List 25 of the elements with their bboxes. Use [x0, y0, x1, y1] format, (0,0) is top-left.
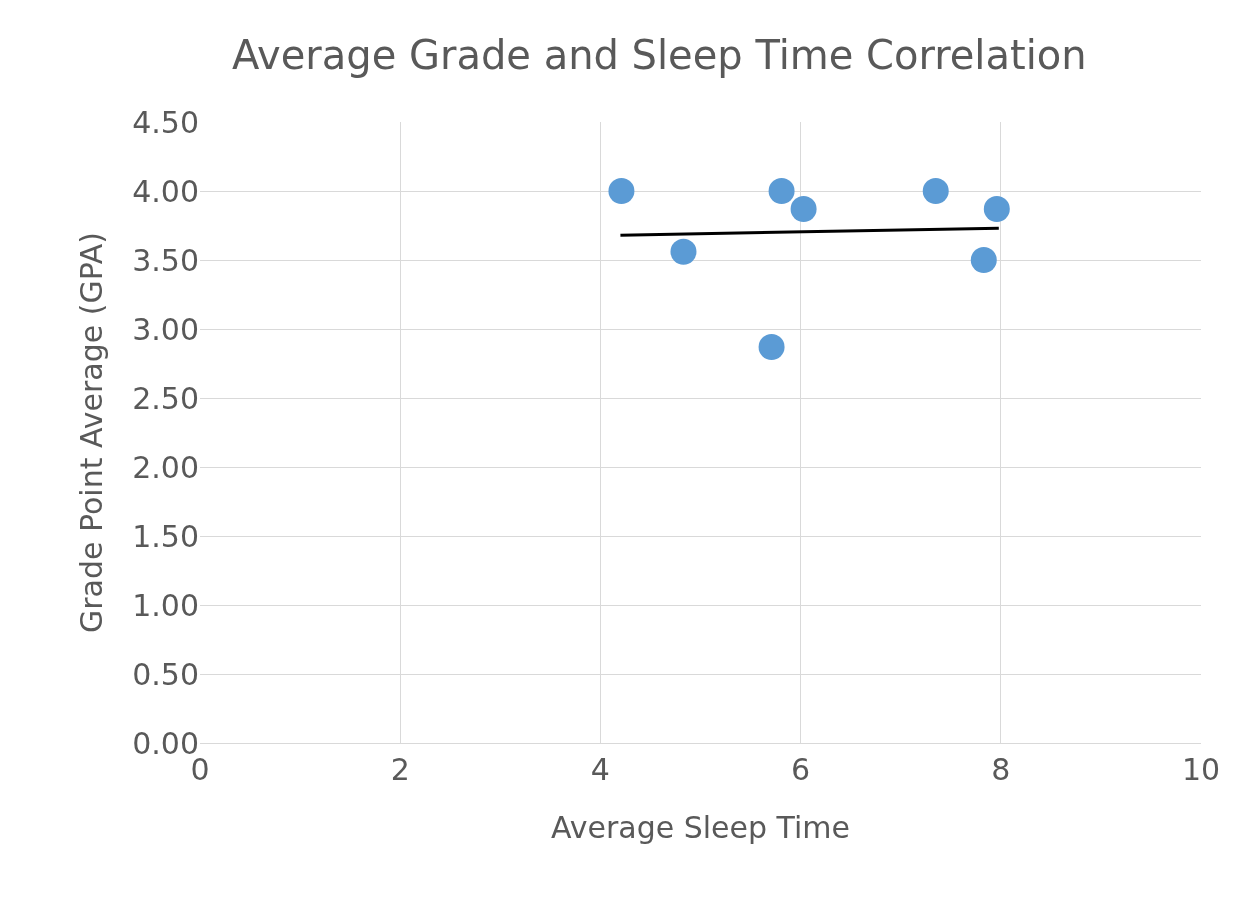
point	[922, 178, 949, 204]
y-tick-label: 3.50	[132, 242, 199, 278]
point	[768, 178, 795, 204]
x-tick-label: 6	[791, 752, 811, 787]
y-tick-label: 4.00	[132, 173, 199, 209]
y-axis-title: Grade Point Average (GPA)	[74, 231, 110, 634]
x-tick-label: 2	[390, 752, 410, 787]
point	[970, 247, 997, 273]
point	[670, 238, 697, 265]
point	[608, 178, 635, 204]
y-tick-label: 0.50	[132, 656, 199, 692]
y-tick-label: 2.00	[132, 449, 199, 485]
y-tick-label: 1.50	[132, 518, 199, 554]
x-tick-label: 10	[1181, 752, 1221, 787]
point	[758, 333, 785, 360]
point	[983, 195, 1010, 222]
y-tick-label: 3.00	[132, 311, 199, 347]
x-tick-label: 4	[590, 752, 610, 787]
y-tick-label: 1.00	[132, 587, 199, 623]
y-tick-label: 2.50	[132, 380, 199, 416]
x-tick-label: 8	[991, 752, 1011, 787]
x-axis-title: Average Sleep Time	[550, 809, 851, 845]
chart-title: Average Grade and Sleep Time Correlation	[232, 31, 1087, 78]
y-tick-label: 4.50	[132, 104, 199, 140]
point	[790, 195, 817, 222]
